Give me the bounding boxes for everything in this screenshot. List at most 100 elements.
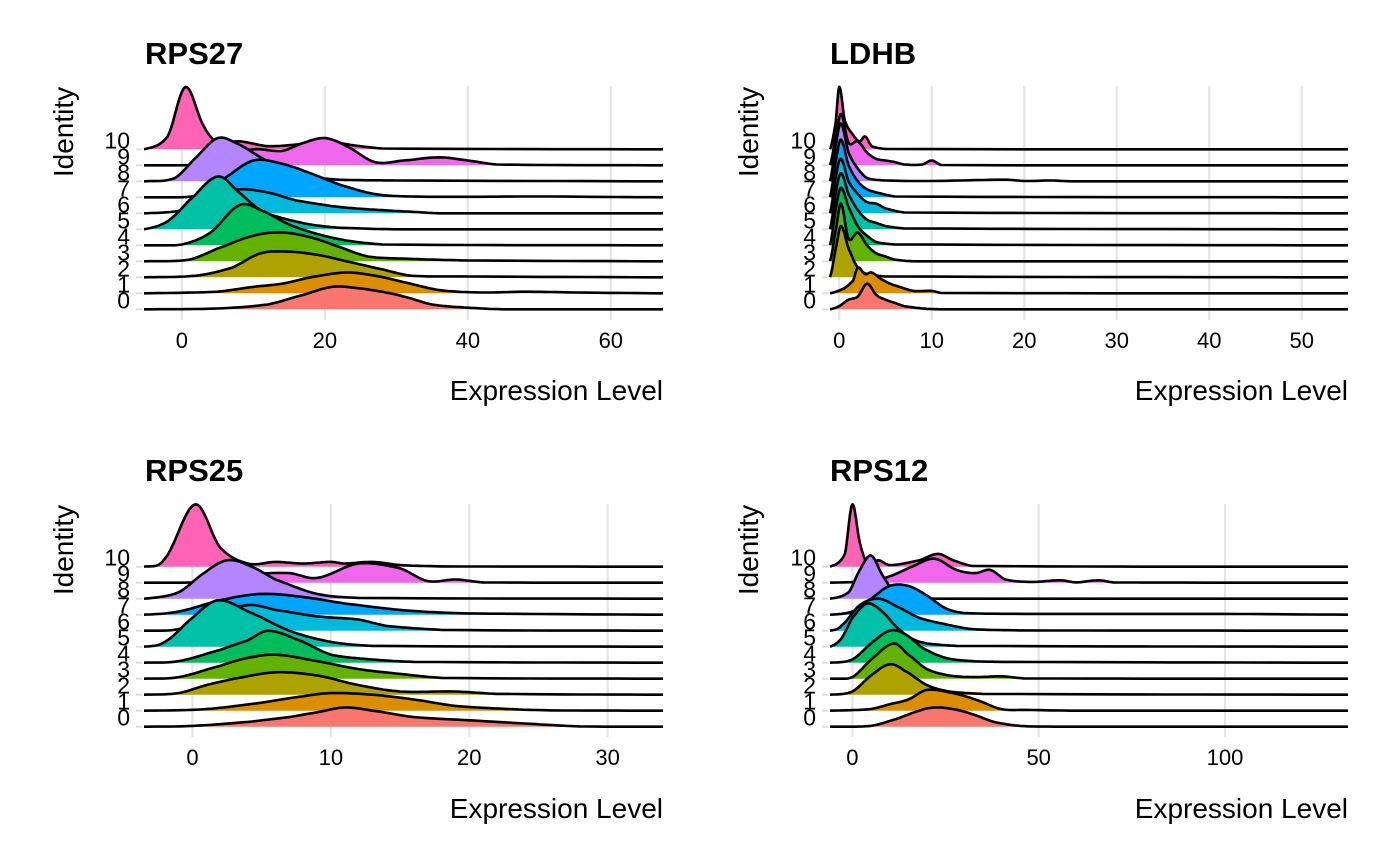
y-tick-label: 9: [117, 143, 130, 169]
y-tick-label: 6: [803, 191, 816, 217]
y-tick-label: 0: [803, 287, 816, 313]
y-tick-label: 9: [803, 143, 816, 169]
ridge-outline: [829, 602, 1348, 648]
ridge-3: [828, 202, 1348, 263]
ridge-fill: [830, 114, 1348, 166]
ridge-1: [143, 271, 663, 295]
ridge-6: [828, 157, 1348, 215]
ridge-2: [143, 250, 663, 279]
x-tick-label: 10: [920, 328, 944, 353]
y-tick-label: 7: [803, 175, 816, 201]
y-tick-label: 3: [117, 239, 130, 265]
ridge-outline: [143, 271, 663, 295]
y-tick-label: 8: [803, 159, 816, 185]
ridge-outline: [828, 112, 1348, 167]
x-tick-label: 20: [457, 745, 481, 770]
y-tick-label: 3: [117, 657, 130, 683]
x-tick-label: 100: [1207, 745, 1244, 770]
y-tick-label: 1: [117, 689, 130, 715]
ridge-10: [143, 503, 663, 568]
y-tick-label: 7: [117, 175, 130, 201]
ridge-fill: [144, 251, 663, 278]
y-tick-label: 2: [803, 673, 816, 699]
x-tick-label: 20: [313, 328, 337, 353]
ridge-fill: [144, 707, 663, 727]
ridge-outline: [829, 503, 1348, 568]
ridge-outline: [144, 285, 663, 311]
y-tick-label: 8: [117, 577, 130, 603]
ridge-outline: [143, 231, 663, 263]
y-tick-label: 9: [117, 561, 130, 587]
ridge-2: [143, 670, 663, 696]
x-tick-label: 0: [833, 328, 845, 353]
y-axis-title: Identity: [733, 87, 764, 177]
ridges: [828, 85, 1348, 311]
ridge-10: [143, 85, 663, 151]
ridge-outline: [143, 592, 663, 616]
gridlines: [838, 86, 1303, 320]
y-tick-label: 4: [117, 223, 130, 249]
x-tick-label: 60: [599, 328, 623, 353]
y-tick-label: 7: [803, 593, 816, 619]
ridge-10: [829, 503, 1348, 568]
x-tick-label: 50: [1290, 328, 1314, 353]
x-axis-ticks: 0 10 20 30: [186, 745, 620, 770]
y-tick-label: 1: [803, 689, 816, 715]
x-axis-ticks: 0 20 40 60: [176, 328, 623, 353]
ridge-fill: [144, 159, 663, 198]
ridge-fill: [144, 672, 663, 695]
y-tick-label: 5: [117, 625, 130, 651]
ridge-fill: [144, 138, 663, 166]
x-axis-title: Expression Level: [450, 375, 663, 406]
ridges: [143, 85, 664, 311]
x-tick-label: 0: [176, 328, 188, 353]
x-tick-label: 40: [1197, 328, 1221, 353]
y-tick-label: 2: [803, 255, 816, 281]
ridge-0: [829, 282, 1348, 311]
ridge-outline: [828, 172, 1348, 231]
y-tick-label: 5: [803, 207, 816, 233]
y-tick-label: 4: [803, 641, 816, 667]
x-tick-label: 30: [595, 745, 619, 770]
x-tick-label: 40: [456, 328, 480, 353]
ridge-7: [828, 138, 1348, 199]
panel-rps12: RPS12 Identity Expression Level 01234567…: [733, 453, 1349, 824]
ridge-8: [828, 122, 1348, 183]
y-tick-label: 1: [803, 271, 816, 297]
y-tick-label: 4: [117, 641, 130, 667]
ridge-0: [144, 285, 663, 311]
ridge-outline: [829, 282, 1348, 311]
y-tick-label: 10: [790, 545, 816, 571]
ridge-0: [830, 706, 1348, 728]
x-axis-title: Expression Level: [450, 793, 663, 824]
ridge-outline: [829, 628, 1348, 664]
y-tick-label: 10: [104, 545, 130, 571]
ridges: [829, 503, 1349, 728]
ridge-1: [829, 688, 1348, 712]
ridge-fill: [830, 267, 1348, 294]
ridge-outline: [828, 138, 1348, 199]
ridge-5: [143, 598, 663, 648]
ridge-outline: [830, 642, 1348, 680]
ridge-fill: [830, 504, 1348, 567]
ridge-fill: [830, 226, 1348, 278]
ridge-outline: [143, 670, 663, 696]
ridge-outline: [143, 558, 663, 600]
ridge-8: [143, 558, 663, 600]
x-axis-ticks: 0 50 100: [846, 745, 1243, 770]
ridge-9: [829, 557, 1348, 584]
ridge-fill: [830, 558, 1348, 583]
y-tick-label: 5: [803, 625, 816, 651]
ridge-fill: [144, 600, 663, 647]
ridge-outline: [143, 250, 663, 279]
y-tick-label: 10: [790, 127, 816, 153]
ridge-outline: [828, 122, 1348, 183]
x-tick-label: 30: [1105, 328, 1129, 353]
ridge-outline: [829, 557, 1348, 584]
y-tick-label: 0: [117, 287, 130, 313]
ridge-fill: [144, 504, 663, 567]
ridge-outline: [828, 186, 1348, 247]
